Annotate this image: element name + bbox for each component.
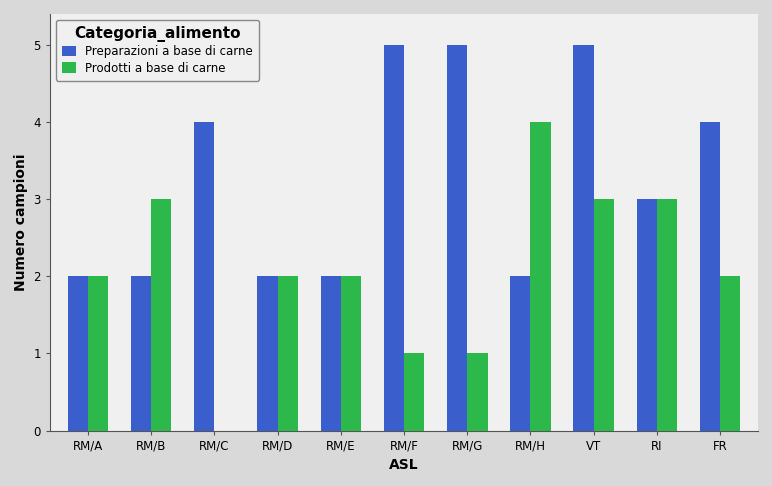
Bar [320, 276, 340, 431]
Bar [340, 276, 361, 431]
Bar [700, 122, 720, 431]
Bar [257, 276, 278, 431]
Bar [594, 199, 614, 431]
Bar [278, 276, 298, 431]
Bar [88, 276, 108, 431]
Y-axis label: Numero campioni: Numero campioni [14, 154, 28, 291]
Bar [530, 122, 550, 431]
Bar [510, 276, 530, 431]
Bar [404, 353, 425, 431]
Bar [194, 122, 215, 431]
Bar [574, 45, 594, 431]
Bar [384, 45, 404, 431]
Bar [447, 45, 467, 431]
Bar [637, 199, 657, 431]
X-axis label: ASL: ASL [389, 458, 419, 472]
Bar [131, 276, 151, 431]
Bar [657, 199, 677, 431]
Legend: Preparazioni a base di carne, Prodotti a base di carne: Preparazioni a base di carne, Prodotti a… [56, 20, 259, 81]
Bar [151, 199, 171, 431]
Bar [467, 353, 487, 431]
Bar [720, 276, 740, 431]
Bar [68, 276, 88, 431]
